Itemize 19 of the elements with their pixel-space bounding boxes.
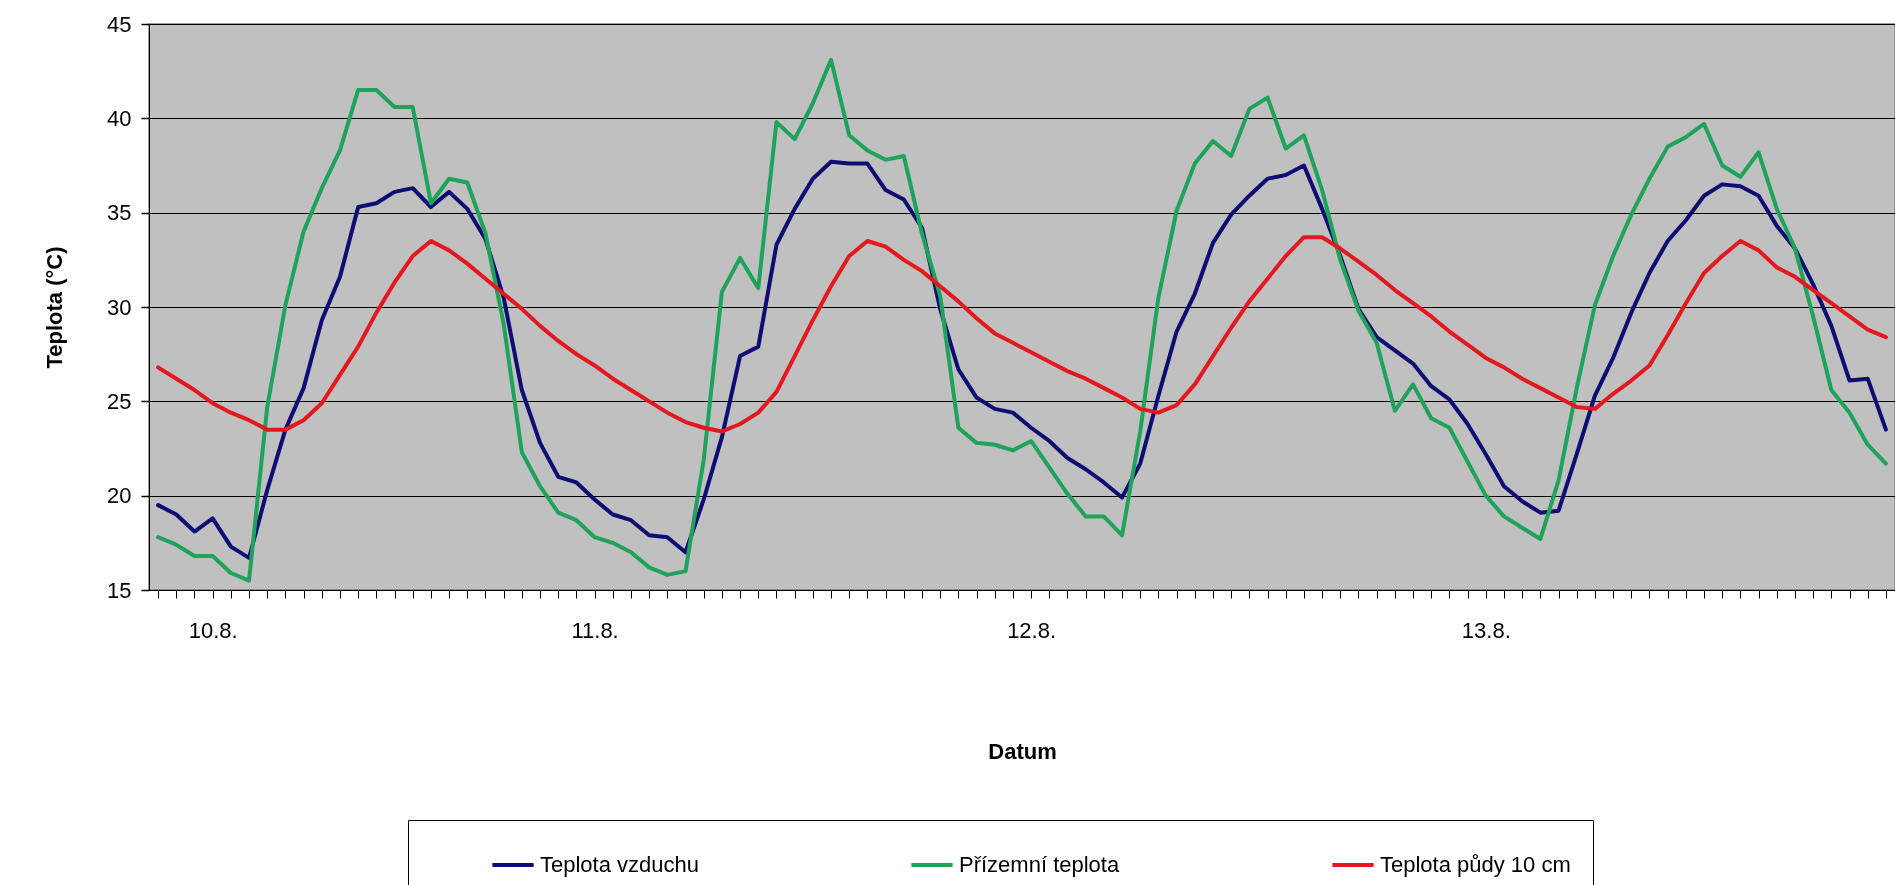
x-tick-label: 12.8. (1007, 617, 1057, 643)
y-axis-title: Teplota (°C) (42, 246, 68, 369)
y-tick-label: 30 (107, 294, 132, 320)
y-tick-label: 45 (107, 11, 132, 37)
y-tick-label: 15 (107, 577, 132, 603)
legend-label: Přízemní teplota (959, 852, 1120, 877)
line-series (156, 57, 1888, 583)
legend-label: Teplota vzduchu (540, 852, 699, 877)
line-series (156, 235, 1888, 434)
x-tick-label: 11.8. (571, 617, 619, 643)
y-tick-label: 40 (107, 105, 132, 131)
x-tick-label: 10.8. (188, 617, 238, 643)
x-tick-label: 13.8. (1461, 617, 1511, 643)
legend-label: Teplota půdy 10 cm (1380, 852, 1571, 877)
y-tick-label: 25 (107, 388, 132, 414)
x-axis-title: Datum (988, 738, 1057, 764)
line-series (156, 159, 1888, 560)
y-tick-label: 35 (107, 200, 132, 226)
y-tick-label: 20 (107, 483, 132, 509)
